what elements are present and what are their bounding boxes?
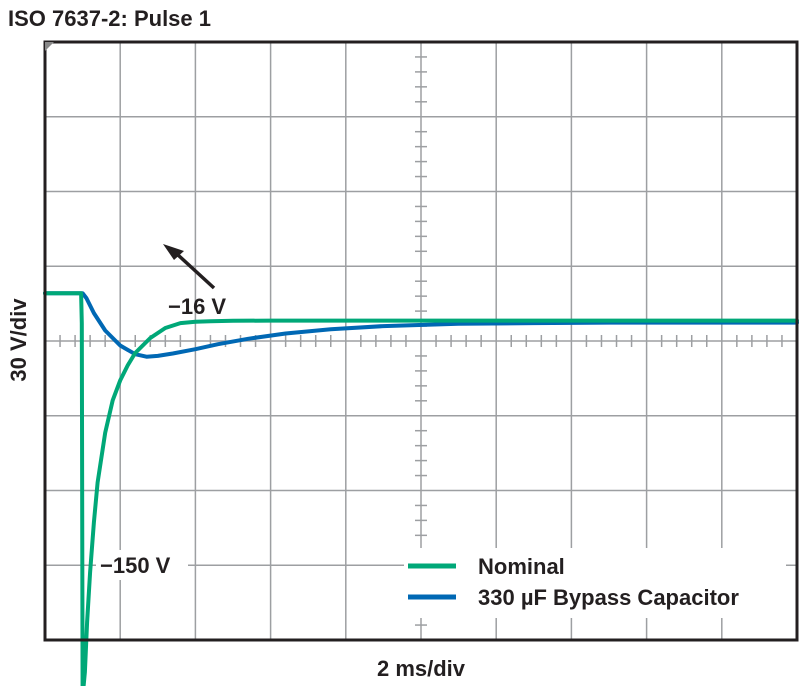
plot-annotations: −16 V −150 V — [96, 244, 226, 580]
plot-corner-mark — [45, 42, 54, 51]
plot-series — [43, 291, 799, 686]
annotation-arrow-head — [163, 244, 184, 260]
legend-label-nominal: Nominal — [478, 554, 565, 579]
plot-grid — [45, 42, 797, 640]
legend: Nominal 330 µF Bypass Capacitor — [404, 548, 786, 618]
legend-label-bypass: 330 µF Bypass Capacitor — [478, 585, 739, 610]
annotation-minus-16v: −16 V — [168, 294, 226, 319]
annotation-label-background — [96, 550, 188, 580]
annotation-arrow-shaft — [176, 253, 216, 290]
x-axis-label: 2 ms/div — [377, 656, 466, 681]
plot-frame — [43, 40, 799, 642]
chart-title: ISO 7637-2: Pulse 1 — [8, 6, 211, 31]
y-axis-label: 30 V/div — [6, 298, 31, 382]
annotation-minus-150v: −150 V — [100, 553, 171, 578]
legend-background — [404, 548, 786, 618]
series-line-bypass-capacitor — [43, 291, 799, 359]
series-line-nominal — [43, 291, 799, 686]
